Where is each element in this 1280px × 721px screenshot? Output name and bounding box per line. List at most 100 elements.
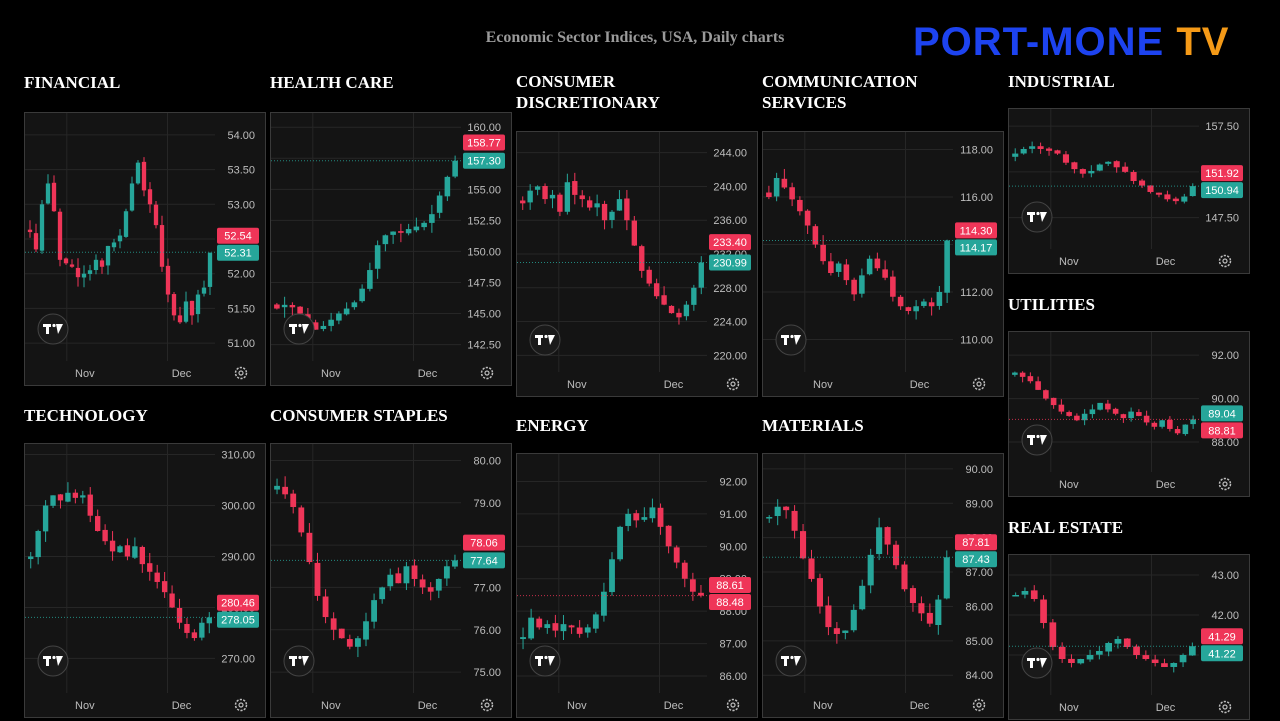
settings-gear-icon[interactable] (1218, 700, 1232, 714)
consumer-staples-y-tick-label: 79.00 (473, 498, 501, 510)
tradingview-logo-stem (46, 656, 49, 666)
tradingview-logo-icon[interactable] (1021, 647, 1053, 679)
consumer-discretionary-chart[interactable]: 244.00240.00236.00232.00228.00224.00220.… (516, 131, 758, 397)
real-estate-candle-body (1068, 658, 1075, 663)
utilities-chart[interactable]: 92.00 90.00 88.00 Nov Dec 89.04 88.81 (1008, 331, 1250, 497)
consumer-staples-candle-body (443, 566, 450, 579)
communication-services-candle-body (928, 302, 935, 307)
consumer-discretionary-x-tick-dec: Dec (664, 379, 684, 391)
tradingview-logo-circle (1021, 201, 1053, 233)
financial-candle-body (93, 259, 99, 271)
industrial-candle-body (1130, 172, 1137, 181)
financial-candle-body (141, 161, 147, 191)
energy-candle-body (625, 513, 632, 526)
consumer-staples-price-badge-0 (463, 534, 505, 551)
communication-services-candle-body (851, 279, 857, 295)
materials-candle-body (876, 527, 883, 555)
communication-services-chart[interactable]: 118.00116.00114.00112.00110.00NovDec114.… (762, 131, 1004, 397)
industrial-candle-body (1037, 146, 1044, 149)
technology-y-tick-label: 300.00 (221, 501, 255, 513)
tradingview-logo-icon[interactable] (283, 645, 315, 677)
tradingview-logo-stem (1030, 658, 1033, 668)
utilities-price-badge-1 (1201, 422, 1243, 439)
energy-candle-body (592, 614, 599, 629)
settings-gear-icon[interactable] (1218, 477, 1232, 491)
settings-gear-icon-inner (238, 370, 244, 376)
health-care-candle-body (289, 305, 296, 308)
communication-services-candle-body (874, 258, 881, 269)
materials-x-tick-dec: Dec (910, 700, 930, 712)
health-care-price-badge-label-1: 157.30 (467, 156, 501, 168)
technology-candle-body (57, 494, 64, 501)
utilities-candle-body (1128, 411, 1134, 419)
communication-services-candle-body (936, 292, 943, 306)
port-mone-tv-logo: PORT-MONE TV (913, 20, 1229, 64)
tradingview-logo-icon[interactable] (775, 324, 807, 356)
health-care-candle-body (312, 322, 319, 330)
tradingview-logo-icon[interactable] (37, 313, 69, 345)
tradingview-logo-icon[interactable] (529, 324, 561, 356)
financial-chart[interactable]: 54.0053.5053.0052.5052.0051.5051.00NovDe… (24, 112, 266, 386)
tradingview-logo-icon[interactable] (529, 645, 561, 677)
technology-candle-body (124, 545, 131, 557)
materials-y-tick-label: 84.00 (965, 670, 993, 682)
consumer-discretionary-candle-body (676, 312, 682, 318)
industrial-x-tick-nov: Nov (1059, 256, 1079, 268)
materials-candle-body (816, 578, 823, 607)
materials-chart[interactable]: 90.0089.0088.0087.0086.0085.0084.00NovDe… (762, 453, 1004, 718)
communication-services-y-tick-label: 112.00 (960, 287, 993, 299)
real-estate-candle-body (1049, 622, 1057, 647)
settings-gear-icon[interactable] (234, 698, 248, 712)
materials-candle-body (842, 630, 849, 633)
health-care-chart[interactable]: 160.00157.50155.00152.50150.00147.50145.… (270, 112, 512, 386)
technology-candle-body (102, 529, 108, 542)
energy-candle-body (657, 507, 664, 527)
consumer-staples-candle-body (274, 485, 280, 490)
tradingview-logo-stem (292, 656, 295, 666)
settings-gear-icon[interactable] (726, 377, 740, 391)
settings-gear-icon[interactable] (1218, 254, 1232, 268)
tradingview-logo-stem (784, 335, 787, 345)
consumer-staples-candle-body (387, 574, 394, 587)
settings-gear-icon[interactable] (480, 366, 494, 380)
energy-chart[interactable]: 92.0091.0090.0089.0088.0087.0086.00NovDe… (516, 453, 758, 718)
energy-x-tick-nov: Nov (567, 700, 587, 712)
tradingview-logo-stem (784, 656, 787, 666)
utilities-candle-body (1027, 376, 1034, 382)
tradingview-logo-icon[interactable] (283, 313, 315, 345)
consumer-staples-candle-body (363, 621, 369, 640)
real-estate-candle-body (1030, 590, 1038, 599)
consumer-discretionary-candle-body (661, 295, 667, 305)
real-estate-candle-body (1096, 651, 1103, 655)
real-estate-candle-body (1151, 659, 1159, 663)
materials-candle-body (850, 609, 857, 631)
industrial-price-badge-label-0: 151.92 (1205, 168, 1239, 180)
communication-services-candle-body (890, 276, 896, 297)
communication-services-candle-body (897, 296, 904, 307)
tradingview-logo-icon[interactable] (1021, 424, 1053, 456)
technology-candle-body (117, 546, 123, 553)
real-estate-candle-body (1142, 655, 1150, 659)
settings-gear-icon[interactable] (480, 698, 494, 712)
tradingview-logo-icon[interactable] (1021, 201, 1053, 233)
tradingview-logo-icon[interactable] (775, 645, 807, 677)
financial-chart-svg: 54.0053.5053.0052.5052.0051.5051.00NovDe… (25, 113, 259, 380)
consumer-staples-candle-body (346, 639, 353, 647)
technology-chart[interactable]: 310.00300.00290.00280.00270.00NovDec280.… (24, 443, 266, 718)
settings-gear-icon[interactable] (726, 698, 740, 712)
financial-candle-body (207, 252, 213, 287)
settings-gear-icon-inner (730, 381, 736, 387)
technology-candle-body (184, 623, 190, 633)
financial-candle-body (147, 189, 153, 205)
settings-gear-icon[interactable] (234, 366, 248, 380)
tradingview-logo-triangle (1040, 212, 1047, 222)
industrial-title: INDUSTRIAL (1008, 72, 1115, 91)
health-care-price-badge-0 (463, 134, 505, 151)
settings-gear-icon[interactable] (972, 698, 986, 712)
consumer-staples-chart[interactable]: 80.0079.0078.0077.0076.0075.00NovDec78.0… (270, 443, 512, 718)
settings-gear-icon[interactable] (972, 377, 986, 391)
tradingview-logo-icon[interactable] (37, 645, 69, 677)
health-care-chart-svg: 160.00157.50155.00152.50150.00147.50145.… (271, 113, 505, 380)
